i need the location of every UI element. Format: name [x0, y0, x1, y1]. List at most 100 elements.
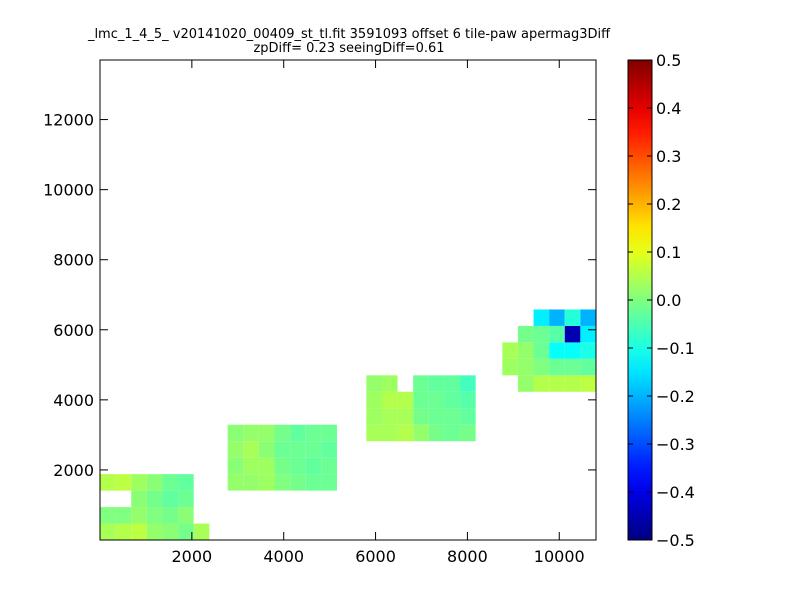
heatmap-cell [428, 391, 445, 409]
colorbar-tick-label: −0.1 [656, 339, 695, 358]
heatmap-cell [178, 507, 194, 524]
heatmap-cell [533, 342, 550, 359]
heatmap-cell [533, 325, 550, 343]
x-tick-label: 6000 [355, 547, 396, 566]
plot-frame [99, 59, 597, 541]
heatmap-cell [290, 441, 306, 458]
heatmap-cell [243, 457, 259, 475]
heatmap-cell [381, 375, 398, 392]
heatmap-cell [366, 424, 382, 442]
heatmap-cell [517, 375, 534, 392]
heatmap-cell [580, 375, 596, 392]
heatmap-cell [549, 358, 565, 376]
heatmap-cell [366, 375, 382, 392]
x-tick-label: 10000 [534, 547, 585, 566]
colorbar-tick-label: 0.4 [656, 99, 681, 118]
heatmap-cell [131, 507, 147, 524]
heatmap-cell [549, 342, 565, 359]
heatmap-cell [580, 358, 596, 376]
y-tick-label: 4000 [53, 391, 94, 410]
heatmap-cell [397, 424, 414, 442]
heatmap-cell [444, 408, 461, 425]
heatmap-cell [564, 325, 581, 343]
heatmap-cell [131, 490, 147, 508]
heatmap-cell [517, 342, 534, 359]
heatmap-cell [460, 375, 476, 392]
colorbar-tick-label: −0.2 [656, 387, 695, 406]
heatmap-cell [321, 441, 337, 458]
heatmap-cell [146, 490, 163, 508]
heatmap-cell [533, 375, 550, 392]
y-tick-label: 6000 [53, 321, 94, 340]
heatmap-cell [428, 424, 445, 442]
heatmap-cell [115, 523, 132, 540]
heatmap-cell [227, 424, 244, 442]
heatmap-cell [413, 424, 429, 442]
heatmap-cell [146, 474, 163, 491]
heatmap-cell [274, 474, 291, 491]
heatmap-cell [100, 523, 116, 540]
heatmap-cell [258, 424, 275, 442]
heatmap-cell [274, 424, 291, 442]
heatmap-cell [305, 457, 322, 475]
heatmap-cell [227, 474, 244, 491]
heatmap-cell [258, 457, 275, 475]
heatmap-cell [115, 507, 132, 524]
heatmap-cell [321, 424, 337, 442]
heatmap-cell [564, 309, 581, 326]
y-tick-label: 12000 [43, 111, 94, 130]
heatmap-cells [100, 309, 596, 540]
chart-title-line-2: zpDiff= 0.23 seeingDiff=0.61 [253, 41, 444, 56]
heatmap-cell [533, 358, 550, 376]
heatmap-cell [305, 474, 322, 491]
heatmap-cell [381, 424, 398, 442]
y-axis: 2000 4000 6000 8000 10000 12000 [43, 111, 596, 480]
heatmap-cell [413, 391, 429, 409]
heatmap-cell [243, 474, 259, 491]
heatmap-cell [366, 391, 382, 409]
heatmap-cell [549, 325, 565, 343]
heatmap-cell [290, 474, 306, 491]
heatmap-cell [243, 441, 259, 458]
heatmap-cell [178, 490, 194, 508]
heatmap-cell [243, 424, 259, 442]
y-tick-label: 2000 [53, 461, 94, 480]
y-tick-label: 10000 [43, 181, 94, 200]
y-tick-label: 8000 [53, 251, 94, 270]
heatmap-cell [428, 375, 445, 392]
heatmap-cell [258, 441, 275, 458]
colorbar-tick-label: −0.5 [656, 531, 695, 550]
heatmap-cell [290, 457, 306, 475]
colorbar-tick-label: 0.5 [656, 51, 681, 70]
heatmap-cell [305, 441, 322, 458]
colorbar-tick-label: −0.4 [656, 483, 695, 502]
x-tick-label: 4000 [263, 547, 304, 566]
heatmap-cell [502, 358, 518, 376]
heatmap-cell [397, 408, 414, 425]
heatmap-cell [381, 408, 398, 425]
heatmap-cell [258, 474, 275, 491]
heatmap-cell [549, 309, 565, 326]
heatmap-cell [564, 342, 581, 359]
heatmap-cell [413, 375, 429, 392]
heatmap-cell [381, 391, 398, 409]
heatmap-cell [290, 424, 306, 442]
heatmap-cell [564, 358, 581, 376]
heatmap-cell [460, 408, 476, 425]
heatmap-cell [227, 457, 244, 475]
heatmap-cell [162, 507, 179, 524]
heatmap-cell [146, 507, 163, 524]
heatmap-cell [131, 523, 147, 540]
heatmap-cell [366, 408, 382, 425]
colorbar-ticks: −0.5 −0.4 −0.3 −0.2 −0.1 0.0 0.1 0.2 0.3 0.4 0.5 [628, 51, 695, 550]
heatmap-cell [413, 408, 429, 425]
colorbar-tick-label: −0.3 [656, 435, 695, 454]
heatmap-cell [580, 325, 596, 343]
heatmap-cell [162, 474, 179, 491]
heatmap-cell [162, 523, 179, 540]
heatmap-cell [100, 507, 116, 524]
colorbar-tick-label: 0.0 [656, 291, 681, 310]
heatmap-cell [146, 523, 163, 540]
x-axis: 2000 4000 6000 8000 10000 [171, 60, 585, 566]
